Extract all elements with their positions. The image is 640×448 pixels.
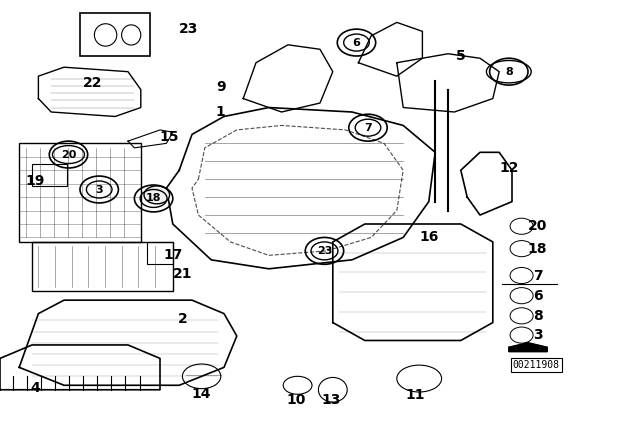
Text: 11: 11 (405, 388, 424, 402)
Text: 10: 10 (286, 392, 305, 407)
Text: 16: 16 (419, 229, 438, 244)
Text: 14: 14 (192, 387, 211, 401)
Text: 20: 20 (528, 219, 547, 233)
Text: 7: 7 (532, 268, 543, 283)
Text: 12: 12 (499, 161, 518, 175)
Text: 23: 23 (179, 22, 198, 36)
Text: 7: 7 (364, 123, 372, 133)
Text: 15: 15 (160, 129, 179, 144)
Text: 6: 6 (532, 289, 543, 303)
Text: 13: 13 (321, 392, 340, 407)
Text: 3: 3 (95, 185, 103, 194)
Text: 8: 8 (532, 309, 543, 323)
Text: 18: 18 (528, 241, 547, 256)
Text: 8: 8 (505, 67, 513, 77)
Text: 22: 22 (83, 76, 102, 90)
Text: 2: 2 (177, 312, 188, 326)
Text: 3: 3 (532, 328, 543, 342)
Text: 23: 23 (317, 246, 332, 256)
Text: 6: 6 (353, 38, 360, 47)
Text: 4: 4 (30, 380, 40, 395)
Circle shape (144, 186, 170, 204)
Text: 9: 9 (216, 80, 226, 95)
Text: 20: 20 (61, 150, 76, 159)
Text: 5: 5 (456, 49, 466, 63)
Text: 21: 21 (173, 267, 192, 281)
Polygon shape (509, 343, 547, 352)
Text: 00211908: 00211908 (513, 360, 560, 370)
Text: 18: 18 (146, 194, 161, 203)
Text: 19: 19 (26, 173, 45, 188)
Text: 1: 1 (216, 105, 226, 119)
Text: 17: 17 (163, 248, 182, 263)
